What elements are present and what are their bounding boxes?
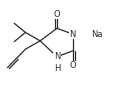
Text: O: O <box>69 61 75 70</box>
Text: Na: Na <box>90 30 101 39</box>
Text: O: O <box>53 10 60 19</box>
Text: N: N <box>53 52 60 61</box>
Text: N: N <box>69 30 75 39</box>
Text: H: H <box>53 64 60 73</box>
